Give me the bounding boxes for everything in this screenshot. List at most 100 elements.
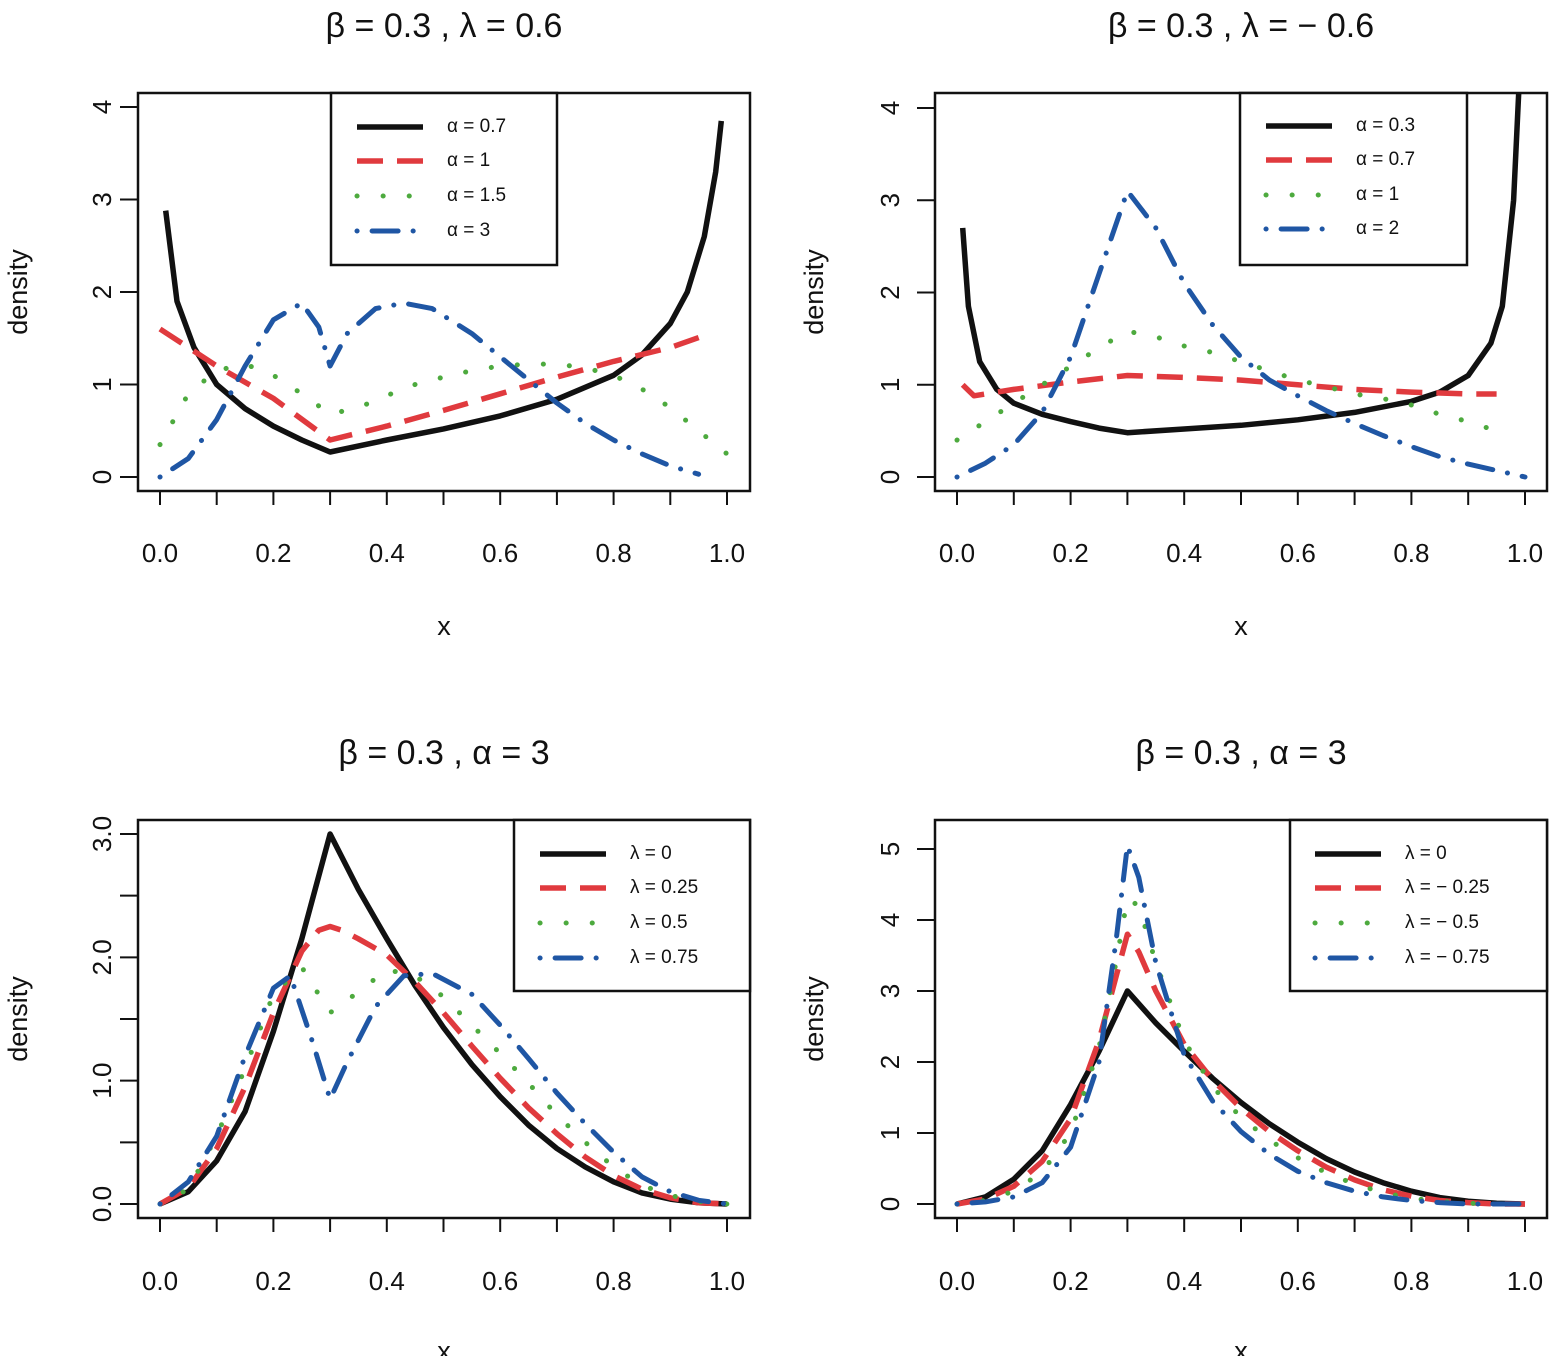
y-axis-label: density xyxy=(3,249,33,335)
chart-title: β = 0.3 , λ = 0.6 xyxy=(326,7,563,45)
series-line-1 xyxy=(158,831,728,1207)
y-tick-label: 4 xyxy=(875,101,905,115)
x-tick-label: 0.6 xyxy=(1280,1266,1316,1296)
legend-label-2: α = 0.7 xyxy=(1356,149,1415,170)
series-line-2 xyxy=(158,923,728,1207)
series-line-4 xyxy=(954,843,1528,1207)
y-tick-label: 0.0 xyxy=(87,1186,117,1222)
y-tick-label: 2 xyxy=(875,285,905,299)
chart-title: β = 0.3 , λ = − 0.6 xyxy=(1108,7,1374,45)
legend: λ = 0 λ = − 0.25 λ = − 0.5 λ = − 0.75 xyxy=(1288,818,1549,993)
y-tick-label: 3 xyxy=(87,192,117,206)
series-line-2 xyxy=(960,372,1497,399)
legend-label-2: λ = 0.25 xyxy=(630,877,698,898)
legend-label-3: λ = − 0.5 xyxy=(1405,912,1479,933)
y-tick-label: 1 xyxy=(875,1126,905,1140)
legend-label-4: α = 3 xyxy=(447,220,490,241)
legend: α = 0.3 α = 0.7 α = 1 α = 2 xyxy=(1238,91,1469,267)
series-line-1 xyxy=(956,988,1526,1207)
series-line-4 xyxy=(157,300,702,480)
x-tick-label: 0.2 xyxy=(255,538,291,568)
y-tick-label: 3 xyxy=(875,984,905,998)
legend-box xyxy=(1238,91,1469,267)
y-tick-label: 3.0 xyxy=(87,816,117,852)
chart-title: β = 0.3 , α = 3 xyxy=(1135,734,1346,772)
y-tick-label: 3 xyxy=(875,193,905,207)
y-tick-label: 4 xyxy=(875,913,905,927)
x-tick-label: 0.0 xyxy=(142,538,178,568)
series-line-4 xyxy=(157,970,730,1207)
chart-panel-2: β = 0.3 , λ = − 0.6 0.0 0.2 0.4 0.6 0.8 1.0 0 1 2… xyxy=(799,7,1549,641)
legend-label-3: α = 1 xyxy=(1356,184,1399,205)
legend-label-4: λ = − 0.75 xyxy=(1405,947,1490,968)
legend-box xyxy=(329,91,559,267)
x-tick-label: 0.0 xyxy=(939,538,975,568)
chart-panel-1: β = 0.3 , λ = 0.6 0.0 0.2 0.4 0.6 0.8 1.0 0 1 2 3 4… xyxy=(3,7,752,641)
series-group xyxy=(157,120,730,480)
x-tick-label: 0.6 xyxy=(482,1266,518,1296)
legend-label-1: λ = 0 xyxy=(1405,843,1447,864)
y-tick-label: 1 xyxy=(875,378,905,392)
series-group xyxy=(954,843,1528,1207)
y-axis-label: density xyxy=(799,976,829,1062)
x-tick-label: 0.6 xyxy=(1280,538,1316,568)
x-tick-label: 1.0 xyxy=(1507,1266,1543,1296)
legend-box xyxy=(1288,818,1549,993)
chart-title: β = 0.3 , α = 3 xyxy=(338,734,549,772)
x-tick-label: 0.2 xyxy=(1053,538,1089,568)
legend-label-2: λ = − 0.25 xyxy=(1405,877,1490,898)
y-tick-label: 0 xyxy=(875,1197,905,1211)
x-tick-label: 0.2 xyxy=(255,1266,291,1296)
legend-box xyxy=(512,818,752,993)
legend-label-3: α = 1.5 xyxy=(447,185,506,206)
series-group xyxy=(157,831,730,1207)
x-tick-label: 0.4 xyxy=(369,1266,405,1296)
y-axis-label: density xyxy=(799,249,829,335)
x-axis-label: x xyxy=(437,611,451,641)
legend-label-1: α = 0.3 xyxy=(1356,115,1415,136)
y-tick-label: 2 xyxy=(87,285,117,299)
series-line-2 xyxy=(158,326,711,443)
x-axis-label: x xyxy=(1234,1336,1248,1356)
x-tick-label: 0.8 xyxy=(596,538,632,568)
legend: λ = 0 λ = 0.25 λ = 0.5 λ = 0.75 xyxy=(512,818,752,993)
series-line-2 xyxy=(956,931,1525,1207)
legend-label-4: λ = 0.75 xyxy=(630,947,698,968)
x-tick-label: 0.0 xyxy=(142,1266,178,1296)
y-tick-label: 0 xyxy=(87,470,117,484)
y-tick-label: 5 xyxy=(875,842,905,856)
series-line-4 xyxy=(954,188,1528,480)
legend-label-3: λ = 0.5 xyxy=(630,912,688,933)
x-tick-label: 1.0 xyxy=(709,1266,745,1296)
legend-label-4: α = 2 xyxy=(1356,218,1399,239)
x-tick-label: 0.8 xyxy=(596,1266,632,1296)
x-axis-label: x xyxy=(1234,611,1248,641)
x-tick-label: 0.2 xyxy=(1053,1266,1089,1296)
y-tick-label: 0 xyxy=(875,470,905,484)
legend-label-1: α = 0.7 xyxy=(447,116,506,137)
y-tick-label: 4 xyxy=(87,100,117,114)
chart-panel-3: β = 0.3 , α = 3 0.0 0.2 0.4 0.6 0.8 1.0 0.0 1.0 2… xyxy=(3,734,752,1356)
x-tick-label: 0.6 xyxy=(482,538,518,568)
x-axis-label: x xyxy=(437,1336,451,1356)
x-tick-label: 0.4 xyxy=(1166,538,1202,568)
legend-label-1: λ = 0 xyxy=(630,843,672,864)
legend-label-2: α = 1 xyxy=(447,150,490,171)
y-tick-label: 2 xyxy=(875,1055,905,1069)
x-tick-label: 0.8 xyxy=(1393,1266,1429,1296)
chart-panel-4: β = 0.3 , α = 3 0.0 0.2 0.4 0.6 0.8 1.0 0 1 2 3 4 5 x… xyxy=(799,734,1549,1356)
y-axis-label: density xyxy=(3,976,33,1062)
series-group xyxy=(954,94,1528,480)
y-tick-label: 1 xyxy=(87,377,117,391)
y-tick-label: 1.0 xyxy=(87,1063,117,1099)
x-tick-label: 0.4 xyxy=(1166,1266,1202,1296)
x-tick-label: 0.8 xyxy=(1393,538,1429,568)
x-tick-label: 0.4 xyxy=(369,538,405,568)
x-tick-label: 1.0 xyxy=(1507,538,1543,568)
y-tick-label: 2.0 xyxy=(87,939,117,975)
x-tick-label: 1.0 xyxy=(709,538,745,568)
series-line-3 xyxy=(157,964,730,1207)
x-tick-label: 0.0 xyxy=(939,1266,975,1296)
legend: α = 0.7 α = 1 α = 1.5 α = 3 xyxy=(329,91,559,267)
